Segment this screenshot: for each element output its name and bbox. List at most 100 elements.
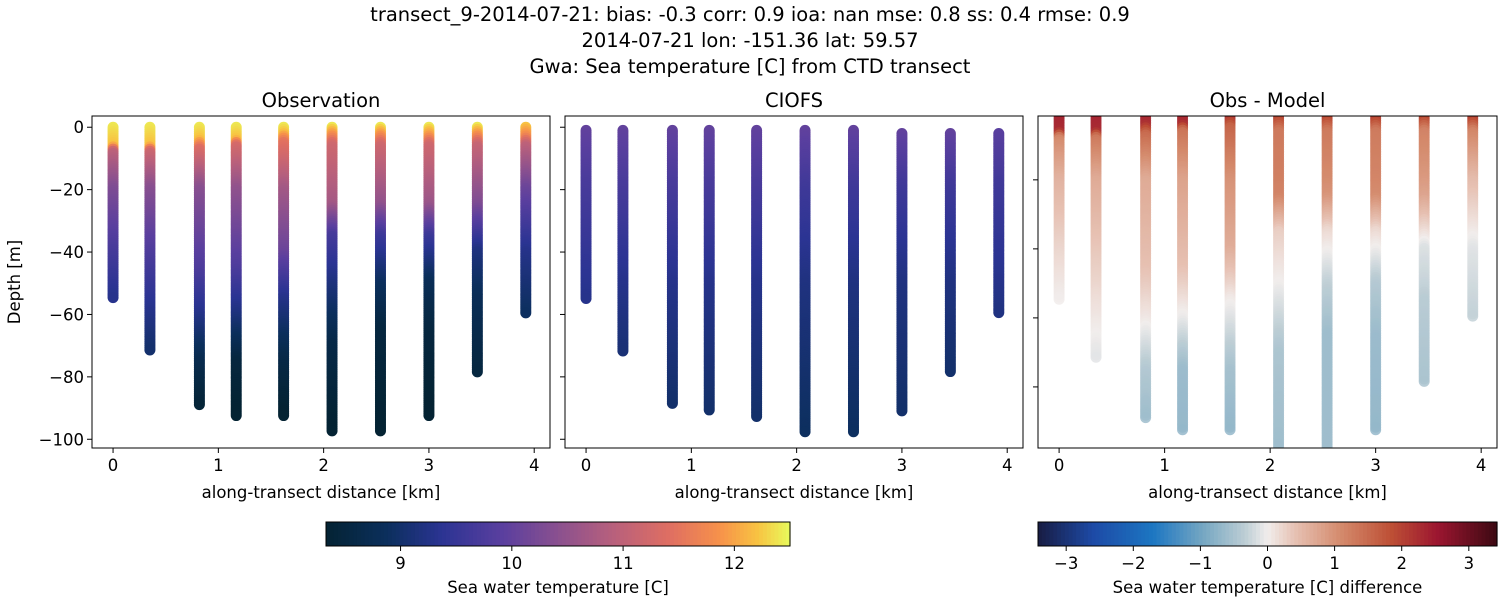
colorbar-segment [372, 522, 377, 546]
colorbar-segment [384, 522, 389, 546]
colorbar-segment [1118, 522, 1123, 546]
colorbar-segment [728, 522, 733, 546]
colorbar-segment [1095, 522, 1100, 546]
data-point [896, 405, 908, 417]
colorbar-segment [747, 522, 752, 546]
y-tick-label: −80 [49, 368, 84, 387]
x-axis-label: along-transect distance [km] [1148, 483, 1387, 502]
colorbar-segment [465, 522, 470, 546]
cast-4 [751, 124, 763, 422]
colorbar-segment [1282, 522, 1288, 546]
data-point [1177, 424, 1189, 436]
colorbar-tick-label: 1 [1329, 554, 1340, 573]
colorbar-segment [1481, 522, 1487, 546]
cast-0 [1053, 116, 1065, 305]
colorbar-label: Sea water temperature [C] [447, 578, 669, 597]
colorbar-segment [1091, 522, 1096, 546]
colorbar-segment [511, 522, 517, 546]
data-point [471, 366, 483, 378]
colorbar-segment [341, 522, 346, 546]
colorbar-segment [411, 522, 416, 546]
colorbar-tick-label: 10 [501, 554, 522, 573]
colorbar-segment [1370, 522, 1376, 546]
colorbar-segment [1229, 522, 1234, 546]
colorbar-segment [550, 522, 555, 546]
colorbar-segment [1378, 522, 1383, 546]
colorbar-segment [1428, 522, 1433, 546]
cast-5 [799, 124, 811, 438]
cast-4 [278, 121, 290, 422]
panel-title: Observation [262, 89, 381, 112]
colorbar-0: 9 10 11 12 Sea water temperature [C] [325, 521, 791, 597]
x-tick-label: 0 [1054, 456, 1065, 475]
colorbar-segment [1110, 522, 1116, 546]
y-tick-label: −60 [49, 305, 84, 324]
colorbar-segment [407, 522, 412, 546]
colorbar-segment [712, 522, 718, 546]
colorbar-segment [1389, 522, 1395, 546]
colorbar-segment [1271, 522, 1276, 546]
colorbar-segment [1175, 522, 1181, 546]
colorbar-segment [1236, 522, 1242, 546]
colorbar-segment [1462, 522, 1467, 546]
colorbar-segment [1168, 522, 1173, 546]
data-point [278, 410, 290, 422]
data-point [751, 410, 763, 422]
colorbar-frame [325, 521, 791, 547]
colorbar-segment [1038, 522, 1043, 546]
cast-6 [374, 121, 386, 437]
colorbar-segment [565, 522, 571, 546]
x-axis-label: along-transect distance [km] [202, 483, 441, 502]
colorbar-segment [1129, 522, 1135, 546]
data-point [799, 426, 811, 438]
data-point [1094, 116, 1098, 117]
colorbar-segment [345, 522, 350, 546]
colorbar-segment [434, 522, 439, 546]
figure-title-line-3: Gwa: Sea temperature [C] from CTD transe… [529, 55, 971, 78]
colorbar-segment [658, 522, 663, 546]
cast-3 [703, 124, 715, 416]
data-point [423, 410, 435, 422]
colorbar-segment [685, 522, 691, 546]
colorbar-segment [1298, 522, 1303, 546]
colorbar-segment [650, 522, 656, 546]
colorbar-segment [1409, 522, 1414, 546]
colorbar-segment [1263, 522, 1269, 546]
data-point [1053, 293, 1065, 305]
colorbar-segment [484, 522, 489, 546]
colorbar-segment [681, 522, 687, 546]
colorbar-segment [1145, 522, 1150, 546]
colorbar-segment [732, 522, 737, 546]
colorbar-segment [368, 522, 373, 546]
data-point [1090, 351, 1102, 363]
colorbar-segment [1374, 522, 1380, 546]
data-point [1180, 116, 1185, 117]
cast-7 [1370, 116, 1382, 436]
colorbar-segment [1359, 522, 1364, 546]
data-point [580, 293, 592, 305]
colorbar-segment [356, 522, 362, 546]
colorbar-segment [1324, 522, 1330, 546]
colorbar-segment [755, 522, 760, 546]
colorbar-segment [457, 522, 462, 546]
data-points [1053, 116, 1479, 448]
colorbar-segment [1191, 522, 1196, 546]
data-point [374, 425, 386, 437]
colorbar-segment [1328, 522, 1334, 546]
cast-9 [520, 121, 532, 319]
colorbar-segment [577, 522, 582, 546]
colorbar-segment [1366, 522, 1372, 546]
colorbar-segment [1332, 522, 1337, 546]
colorbar-segment [418, 522, 424, 546]
colorbar-segment [1202, 522, 1207, 546]
colorbar-segment [646, 522, 652, 546]
colorbar-segment [569, 522, 575, 546]
colorbar-segment [1213, 522, 1219, 546]
cast-2 [1140, 116, 1152, 424]
colorbar-segment [445, 522, 451, 546]
colorbar-segment [1217, 522, 1223, 546]
colorbar-segment [1267, 522, 1272, 546]
cast-7 [423, 121, 435, 422]
cast-1 [1090, 116, 1102, 363]
axes-frame [91, 115, 551, 449]
